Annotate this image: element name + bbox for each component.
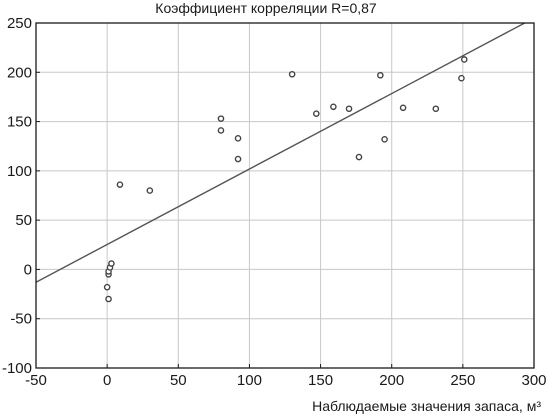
data-points [103,56,468,303]
data-point [103,283,111,291]
y-tick-label: 50 [15,212,32,229]
data-point [313,110,320,117]
x-axis-label: Наблюдаемые значения запаса, м³ [312,398,541,414]
x-tick-label: 50 [170,372,187,389]
data-point [330,103,337,111]
x-tick-label: 0 [103,372,111,389]
data-point [458,74,465,82]
y-tick-label: -100 [2,360,32,377]
data-point [146,187,154,194]
data-point [345,105,353,113]
data-point [217,127,225,134]
regression-line-segment [35,22,526,283]
x-tick-label: 250 [450,372,475,389]
x-axis-ticks: -50 0 50 100 150 200 250 300 [25,364,547,389]
data-point [460,56,468,63]
x-tick-label: 300 [521,372,546,389]
grid-lines [36,23,534,368]
chart-title: Коэффициент корреляции R=0,87 [155,0,377,16]
data-point [234,135,242,142]
plot-frame [35,22,535,369]
y-tick-label: 150 [7,114,32,131]
y-tick-label: 0 [24,261,32,278]
data-point [234,155,242,163]
data-point [116,181,124,188]
data-point [381,136,388,143]
data-point [432,105,440,113]
data-point [399,104,407,112]
x-tick-label: -50 [25,372,47,389]
x-tick-label: 200 [379,372,404,389]
data-point [355,153,363,161]
y-tick-label: 100 [7,163,32,180]
x-tick-label: 100 [237,372,262,389]
data-point [105,295,112,303]
data-point [377,71,384,79]
data-point [288,70,296,78]
data-point [217,115,225,122]
y-axis-ticks: -100 -50 0 50 100 150 200 250 [2,15,40,377]
data-point [108,260,115,267]
y-tick-label: 250 [7,15,32,32]
regression-line [35,22,526,283]
y-tick-label: -50 [10,311,32,328]
y-tick-label: 200 [7,64,32,81]
x-tick-label: 150 [308,372,333,389]
